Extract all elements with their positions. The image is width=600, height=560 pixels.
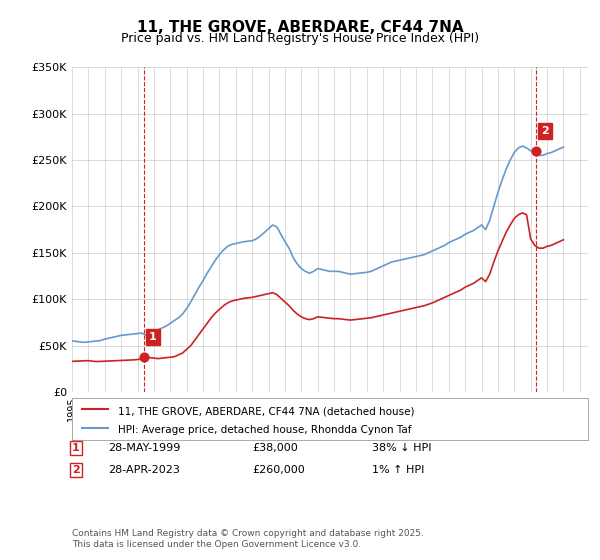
Text: 1: 1 — [149, 332, 157, 342]
Text: 1% ↑ HPI: 1% ↑ HPI — [372, 465, 424, 475]
Point — [139, 352, 149, 361]
Text: Contains HM Land Registry data © Crown copyright and database right 2025.
This d: Contains HM Land Registry data © Crown c… — [72, 529, 424, 549]
Text: 1: 1 — [72, 443, 80, 453]
Text: 2: 2 — [72, 465, 80, 475]
Text: 11, THE GROVE, ABERDARE, CF44 7NA (detached house): 11, THE GROVE, ABERDARE, CF44 7NA (detac… — [118, 406, 415, 416]
Text: HPI: Average price, detached house, Rhondda Cynon Taf: HPI: Average price, detached house, Rhon… — [118, 424, 412, 435]
Text: £38,000: £38,000 — [252, 443, 298, 453]
Text: £260,000: £260,000 — [252, 465, 305, 475]
Text: 11, THE GROVE, ABERDARE, CF44 7NA: 11, THE GROVE, ABERDARE, CF44 7NA — [137, 20, 463, 35]
Text: Price paid vs. HM Land Registry's House Price Index (HPI): Price paid vs. HM Land Registry's House … — [121, 32, 479, 45]
Text: 28-APR-2023: 28-APR-2023 — [108, 465, 180, 475]
Text: 28-MAY-1999: 28-MAY-1999 — [108, 443, 181, 453]
Text: 2: 2 — [541, 126, 549, 136]
Point — [531, 146, 541, 155]
Text: 38% ↓ HPI: 38% ↓ HPI — [372, 443, 431, 453]
